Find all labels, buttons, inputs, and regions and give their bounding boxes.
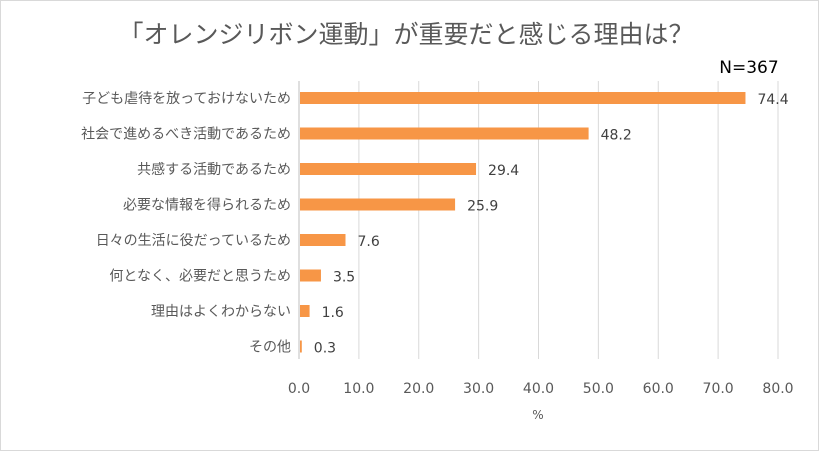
value-label: 3.5 — [333, 270, 355, 286]
bars — [300, 92, 746, 353]
bar — [300, 127, 589, 140]
category-label: 理由はよくわからない — [151, 304, 291, 320]
category-label: 必要な情報を得られるため — [123, 197, 291, 214]
x-axis-label: % — [532, 408, 543, 422]
gridlines — [298, 81, 779, 359]
x-tick-label: 0.0 — [288, 381, 310, 397]
value-label: 48.2 — [601, 128, 632, 144]
x-tick-label: 30.0 — [463, 381, 494, 397]
category-label: 共感する活動であるため — [137, 161, 291, 178]
bar — [300, 234, 346, 246]
category-label: 日々の生活に役だっているため — [96, 233, 291, 249]
x-tick-labels: 0.0 10.0 20.0 30.0 40.0 50.0 60.0 70.0 80.0 — [288, 381, 794, 397]
bar — [300, 305, 310, 317]
category-labels: 子ども虐待を放っておけないため社会で進めるべき活動であるため共感する活動であるた… — [81, 91, 291, 356]
x-tick-label: 70.0 — [703, 381, 734, 397]
value-label: 1.6 — [322, 305, 344, 321]
value-label: 7.6 — [358, 234, 380, 250]
bar — [300, 198, 456, 211]
x-tick-label: 10.0 — [343, 381, 374, 397]
x-tick-label: 20.0 — [403, 381, 434, 397]
bar — [300, 92, 746, 104]
x-tick-label: 50.0 — [583, 381, 614, 397]
value-labels: 74.4 48.2 29.4 25.9 7.6 3.5 1.6 0.3 — [314, 92, 789, 357]
category-label: 子ども虐待を放っておけないため — [82, 91, 291, 107]
value-label: 0.3 — [314, 341, 336, 357]
category-label: 何となく、必要だと思うため — [109, 269, 291, 285]
bar — [300, 269, 321, 282]
x-tick-label: 40.0 — [523, 381, 554, 397]
category-label: 社会で進めるべき活動であるため — [81, 127, 291, 143]
x-tick-label: 60.0 — [643, 381, 674, 397]
bar — [300, 340, 302, 353]
sample-size-label: N=367 — [719, 58, 778, 78]
category-label: その他 — [249, 340, 291, 356]
value-label: 25.9 — [467, 199, 498, 215]
value-label: 29.4 — [488, 163, 519, 179]
chart-title: 「オレンジリボン運動」が重要だと感じる理由は？ — [118, 20, 693, 49]
bar — [300, 163, 477, 175]
value-label: 74.4 — [757, 92, 788, 108]
x-tick-label: 80.0 — [762, 381, 793, 397]
